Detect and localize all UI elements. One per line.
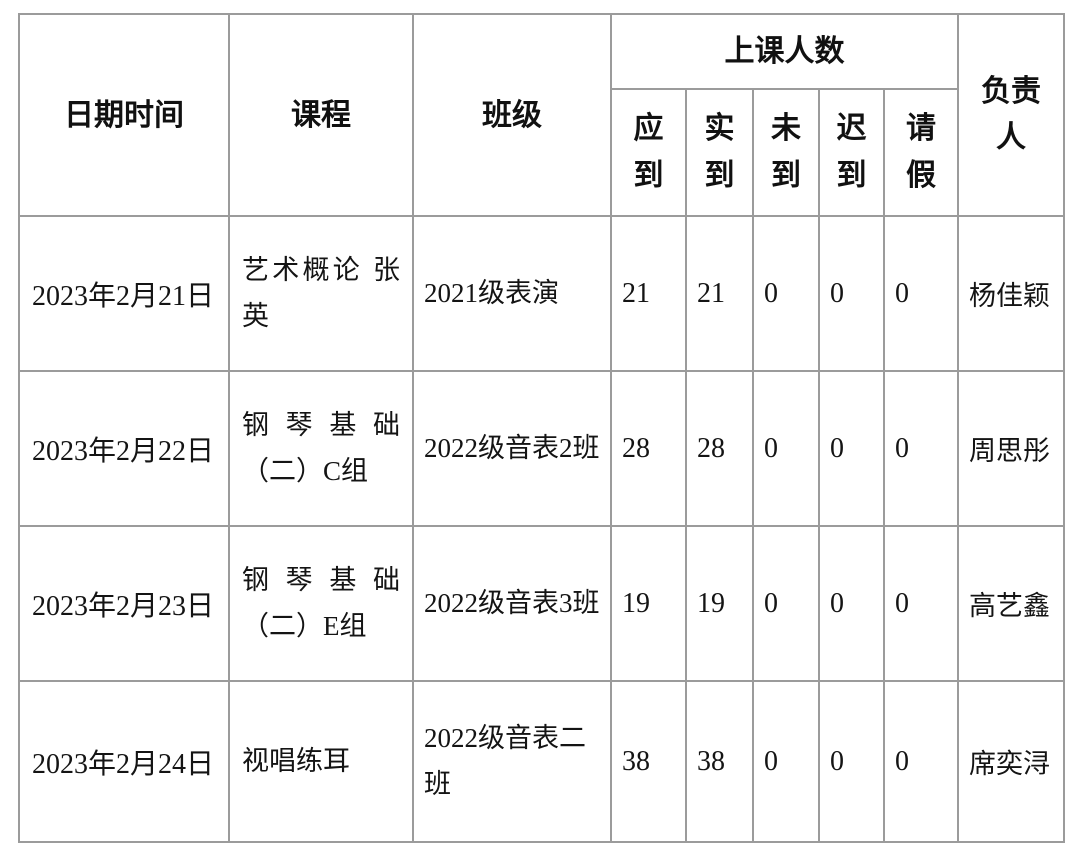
row-4-expected: 38 <box>610 680 687 843</box>
row-4-course: 视唱练耳 <box>228 680 414 843</box>
table-row: 2023年2月23日 钢琴基础（二）E组 2022级音表3班 19 19 0 0… <box>18 525 1066 682</box>
row-1-class: 2021级表演 <box>412 215 612 372</box>
row-1-course: 艺术概论 张英 <box>228 215 414 372</box>
row-3-class: 2022级音表3班 <box>412 525 612 682</box>
row-2-course: 钢琴基础（二）C组 <box>228 370 414 527</box>
header-leave: 请假 <box>882 88 960 217</box>
header-class: 班级 <box>412 13 612 217</box>
row-3-expected: 19 <box>610 525 687 682</box>
row-4-absent: 0 <box>752 680 820 843</box>
row-2-date: 2023年2月22日 <box>18 370 230 527</box>
row-1-actual: 21 <box>685 215 754 372</box>
header-absent-label: 未到 <box>771 112 801 192</box>
header-attendance-label: 上课人数 <box>724 35 845 68</box>
header-person: 负责人 <box>957 13 1066 217</box>
header-actual: 实到 <box>685 88 754 217</box>
row-3-actual: 19 <box>685 525 754 682</box>
header-late: 迟到 <box>818 88 885 217</box>
row-2-absent: 0 <box>752 370 820 527</box>
row-4-leave: 0 <box>882 680 960 843</box>
row-2-expected: 28 <box>610 370 687 527</box>
header-course: 课程 <box>228 13 414 217</box>
row-2-person: 周思彤 <box>957 370 1066 527</box>
header-actual-label: 实到 <box>704 112 735 192</box>
header-row-sub: 应到 实到 未到 迟到 请假 <box>19 88 1064 217</box>
row-4-person: 席奕浔 <box>957 680 1066 843</box>
header-expected-label: 应到 <box>633 112 664 192</box>
attendance-table: 日期时间 课程 班级 上课人数 负责人 应到 实到 未到 迟到 请假 <box>18 13 1066 843</box>
row-2-leave: 0 <box>882 370 960 527</box>
row-3-absent: 0 <box>752 525 820 682</box>
header-expected: 应到 <box>610 88 687 217</box>
header-absent: 未到 <box>752 88 820 217</box>
header-leave-label: 请假 <box>906 112 937 192</box>
row-3-late: 0 <box>818 525 885 682</box>
row-1-absent: 0 <box>752 215 820 372</box>
row-4-class: 2022级音表二班 <box>412 680 612 843</box>
row-3-course: 钢琴基础（二）E组 <box>228 525 414 682</box>
table-row: 2023年2月24日 视唱练耳 2022级音表二班 38 38 0 0 0 席奕… <box>18 680 1066 843</box>
row-3-leave: 0 <box>882 525 960 682</box>
row-2-class: 2022级音表2班 <box>412 370 612 527</box>
row-2-late: 0 <box>818 370 885 527</box>
row-4-date: 2023年2月24日 <box>18 680 230 843</box>
row-1-date: 2023年2月21日 <box>18 215 230 372</box>
table-row: 2023年2月22日 钢琴基础（二）C组 2022级音表2班 28 28 0 0… <box>18 370 1066 527</box>
row-3-person: 高艺鑫 <box>957 525 1066 682</box>
row-4-actual: 38 <box>685 680 754 843</box>
row-4-late: 0 <box>818 680 885 843</box>
row-2-actual: 28 <box>685 370 754 527</box>
row-3-date: 2023年2月23日 <box>18 525 230 682</box>
row-1-late: 0 <box>818 215 885 372</box>
header-date: 日期时间 <box>18 13 230 217</box>
row-1-person: 杨佳颖 <box>957 215 1066 372</box>
header-late-label: 迟到 <box>836 112 867 192</box>
row-1-leave: 0 <box>882 215 960 372</box>
row-1-expected: 21 <box>610 215 687 372</box>
table-row: 2023年2月21日 艺术概论 张英 2021级表演 21 21 0 0 0 杨… <box>18 215 1066 372</box>
header-person-label: 负责人 <box>981 74 1042 155</box>
header-attendance-group: 上课人数 <box>609 13 960 90</box>
header-row-top: 日期时间 课程 班级 上课人数 负责人 <box>18 13 1066 217</box>
